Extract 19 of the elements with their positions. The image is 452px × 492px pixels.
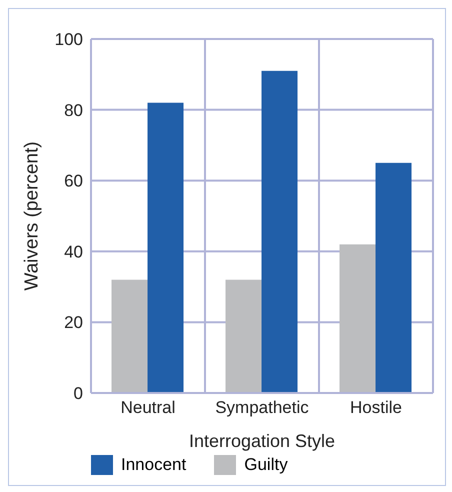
x-tick-label: Hostile [350,398,402,418]
bar [148,102,184,393]
legend-label: Innocent [121,455,186,475]
y-tick-label: 20 [64,313,83,332]
y-tick-label: 40 [64,242,83,262]
y-axis-title: Waivers (percent) [22,141,43,291]
x-axis-title: Interrogation Style [188,431,336,451]
legend-label: Guilty [244,455,288,475]
x-tick-label: Sympathetic [215,398,310,418]
x-tick-label: Neutral [120,398,176,418]
bar [340,244,376,393]
y-tick-label: 100 [54,30,83,50]
bar [226,280,262,393]
bar [262,70,298,393]
bar [112,280,148,393]
y-tick-label: 80 [64,100,83,120]
bar [376,162,412,393]
y-tick-label: 0 [74,384,83,404]
y-tick-label: 60 [64,172,83,191]
